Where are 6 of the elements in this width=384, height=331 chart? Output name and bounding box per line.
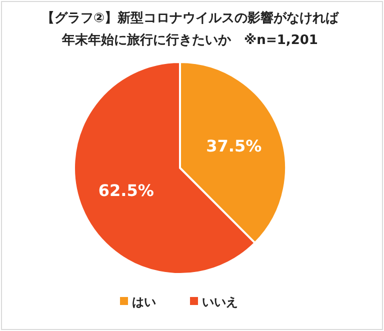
data-label: 62.5% <box>98 180 154 200</box>
chart-title: 【グラフ②】新型コロナウイルスの影響がなければ <box>41 10 340 26</box>
legend-label: はい <box>132 295 156 310</box>
chart-subtitle: 年末年始に旅行に行きたいか ※n=1,201 <box>61 32 318 48</box>
data-label: 37.5% <box>206 136 262 156</box>
legend-label: いいえ <box>202 295 238 310</box>
